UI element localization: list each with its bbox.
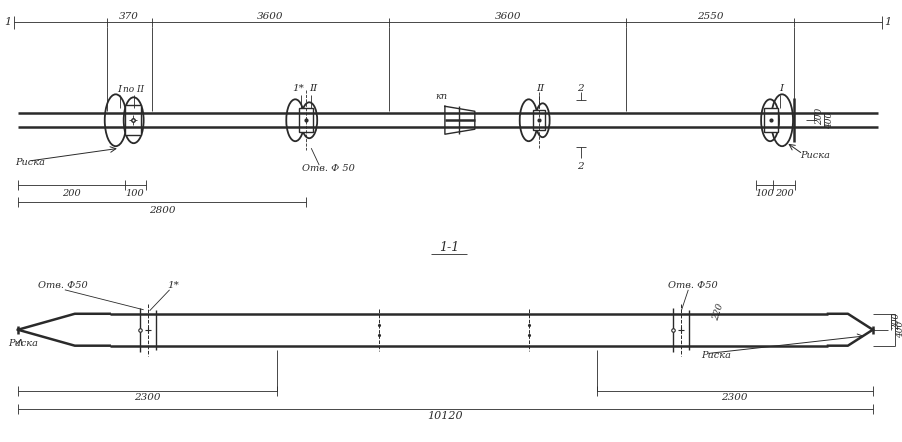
Text: 2800: 2800: [149, 206, 175, 214]
Text: 220: 220: [711, 302, 724, 321]
Text: Отв. Ф 50: Отв. Ф 50: [302, 164, 354, 173]
Bar: [532, 110, 544, 130]
Text: 1*: 1*: [292, 84, 304, 93]
Bar: [763, 108, 778, 132]
Bar: [299, 108, 313, 132]
Text: II: II: [536, 84, 544, 93]
Text: 200: 200: [891, 313, 900, 330]
Text: 2300: 2300: [721, 393, 747, 402]
Text: 400: 400: [824, 112, 833, 129]
Text: Отв. Ф50: Отв. Ф50: [38, 282, 87, 290]
Text: 400: 400: [896, 321, 902, 339]
Text: 1*: 1*: [168, 282, 179, 290]
Text: 370: 370: [119, 12, 139, 21]
Text: 3600: 3600: [494, 12, 520, 21]
Text: 200: 200: [815, 108, 824, 126]
Text: кп: кп: [435, 92, 446, 101]
Text: 100: 100: [125, 189, 144, 198]
Text: 2: 2: [576, 162, 584, 171]
Text: Риска: Риска: [701, 351, 731, 360]
Text: по II: по II: [123, 85, 144, 94]
Text: Риска: Риска: [8, 339, 38, 348]
Text: 3600: 3600: [257, 12, 283, 21]
Bar: [124, 105, 141, 135]
Text: 2: 2: [576, 84, 584, 93]
Text: 200: 200: [62, 189, 80, 198]
Text: I: I: [778, 84, 782, 93]
Text: Риска: Риска: [799, 151, 829, 160]
Text: 2550: 2550: [696, 12, 723, 21]
Text: Риска: Риска: [15, 158, 45, 167]
Text: 200: 200: [774, 189, 793, 198]
Text: 1: 1: [5, 18, 12, 27]
Text: 10120: 10120: [428, 411, 463, 420]
Text: Отв. Ф50: Отв. Ф50: [667, 282, 717, 290]
Text: 1-1: 1-1: [438, 241, 458, 255]
Text: II: II: [308, 84, 317, 93]
Text: I: I: [117, 85, 122, 94]
Text: 1: 1: [883, 18, 890, 27]
Text: 100: 100: [754, 189, 773, 198]
Text: 2300: 2300: [134, 393, 161, 402]
